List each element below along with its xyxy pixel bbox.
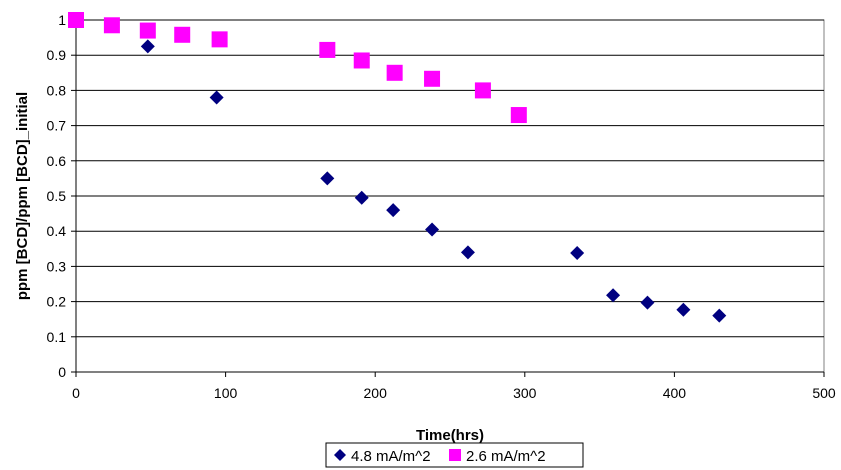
data-point-series-1 (676, 302, 691, 317)
data-point-series-1 (712, 308, 727, 323)
legend-marker-series-1 (334, 449, 346, 461)
data-point-series-1 (354, 190, 369, 205)
y-axis-title: ppm [BCD]/ppm [BCD]_initial (14, 92, 31, 300)
data-point-series-1 (386, 203, 401, 218)
y-tick-label: 0.6 (47, 153, 67, 169)
y-ticks: 0 0.1 0.2 0.3 0.4 0.5 0.6 0.7 0.8 0.9 1 (47, 12, 76, 380)
data-point-series-1 (425, 222, 440, 237)
data-point-series-2 (424, 70, 441, 87)
y-tick-label: 0.5 (47, 188, 67, 204)
data-point-series-1 (460, 245, 475, 260)
x-tick-label: 0 (72, 385, 80, 401)
y-tick-label: 0.9 (47, 47, 67, 63)
x-tick-label: 500 (812, 385, 836, 401)
data-point-series-2 (386, 64, 403, 81)
y-tick-label: 0.4 (47, 223, 67, 239)
data-point-series-1 (606, 288, 621, 303)
data-point-series-2 (353, 52, 370, 69)
data-point-series-1 (209, 90, 224, 105)
y-tick-label: 0 (58, 364, 66, 380)
y-tick-label: 0.2 (47, 294, 67, 310)
data-point-series-1 (640, 295, 655, 310)
data-point-series-1 (140, 39, 155, 54)
data-point-series-2 (319, 41, 336, 58)
y-tick-label: 0.8 (47, 82, 67, 98)
y-tick-label: 0.3 (47, 258, 67, 274)
data-point-series-2 (474, 82, 491, 99)
x-tick-label: 100 (214, 385, 238, 401)
data-point-series-2 (174, 26, 191, 43)
data-point-series-2 (139, 22, 156, 39)
legend-marker-series-2 (449, 449, 461, 461)
x-axis-title: Time(hrs) (416, 427, 484, 444)
y-tick-label: 0.7 (47, 118, 67, 134)
x-tick-label: 400 (663, 385, 687, 401)
gridlines (76, 19, 824, 338)
data-points (68, 12, 727, 323)
data-point-series-1 (320, 171, 335, 186)
y-tick-label: 0.1 (47, 329, 67, 345)
x-tick-label: 300 (513, 385, 537, 401)
legend-label-series-2: 2.6 mA/m^2 (466, 448, 546, 465)
data-point-series-2 (510, 107, 527, 124)
x-tick-label: 200 (364, 385, 388, 401)
legend: 4.8 mA/m^2 2.6 mA/m^2 (325, 442, 584, 468)
data-point-series-2 (103, 17, 120, 34)
x-ticks: 0 100 200 300 400 500 (72, 372, 836, 401)
legend-label-series-1: 4.8 mA/m^2 (351, 448, 431, 465)
y-tick-label: 1 (58, 12, 66, 28)
data-point-series-1 (570, 246, 585, 261)
data-point-series-2 (211, 31, 228, 48)
data-point-series-2 (68, 12, 84, 28)
